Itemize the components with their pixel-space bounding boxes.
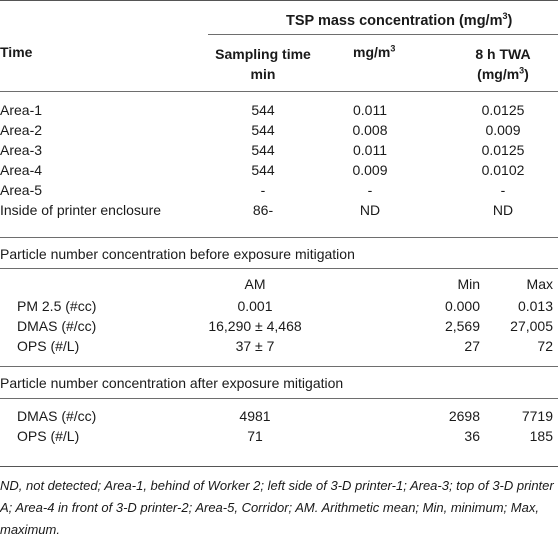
- tsp-cell-mg: 0.009: [352, 162, 388, 178]
- before-cell-max: 27,005: [510, 318, 553, 334]
- tsp-cell-time: Inside of printer enclosure: [0, 202, 162, 218]
- tsp-cell-twa: ND: [492, 202, 514, 218]
- tsp-cell-sampling: 544: [251, 122, 275, 138]
- tsp-cell-time: Area-2: [0, 122, 43, 138]
- tsp-cell-twa: -: [500, 182, 506, 198]
- before-cell-label: OPS (#/L): [17, 338, 80, 354]
- after-cell-label: DMAS (#/cc): [17, 408, 97, 424]
- col-twa-line2: (mg/m3): [448, 64, 558, 84]
- col-mg-text: mg/m: [353, 44, 391, 60]
- after-cell-max: 7719: [521, 408, 553, 424]
- before-cell-max: 72: [537, 338, 553, 354]
- tsp-group-title-end: ): [507, 13, 513, 29]
- tsp-cell-mg: 0.011: [353, 102, 387, 118]
- tsp-cell-mg: 0.008: [352, 122, 388, 138]
- col-time-header: Time: [0, 44, 33, 60]
- tsp-cell-twa: 0.0125: [481, 102, 525, 118]
- after-cell-min: 36: [464, 428, 480, 444]
- tsp-bottom-rule: [0, 237, 558, 238]
- before-col-max: Max: [526, 276, 553, 292]
- before-col-min: Min: [457, 276, 480, 292]
- before-cell-min: 27: [464, 338, 480, 354]
- header-bottom-rule: [0, 91, 558, 92]
- before-cell-max: 0.013: [517, 298, 553, 314]
- col-twa-line1: 8 h TWA: [475, 46, 531, 62]
- tsp-cell-twa: 0.0102: [481, 162, 525, 178]
- tsp-cell-time: Area-3: [0, 142, 43, 158]
- before-cell-am: 0.001: [237, 298, 273, 314]
- after-section-title: Particle number concentration after expo…: [0, 375, 344, 391]
- tsp-cell-mg: -: [367, 182, 373, 198]
- tsp-cell-sampling: 86-: [252, 202, 274, 218]
- tsp-cell-time: Area-4: [0, 162, 43, 178]
- before-cell-am: 37 ± 7: [235, 338, 275, 354]
- before-cell-min: 0.000: [444, 298, 480, 314]
- top-rule: [0, 0, 558, 1]
- tsp-cell-sampling: 544: [251, 102, 275, 118]
- tsp-cell-time: Area-1: [0, 102, 43, 118]
- tsp-cell-sampling: 544: [251, 162, 275, 178]
- col-twa-sup: 3: [519, 65, 525, 76]
- after-cell-max: 185: [529, 428, 553, 444]
- tsp-cell-mg: ND: [359, 202, 381, 218]
- tsp-cell-sampling: 544: [251, 142, 275, 158]
- before-cell-label: DMAS (#/cc): [17, 318, 97, 334]
- tsp-group-title-sup: 3: [502, 11, 508, 22]
- after-cell-am: 4981: [239, 408, 271, 424]
- before-col-am: AM: [244, 276, 266, 292]
- tsp-cell-twa: 0.0125: [481, 142, 525, 158]
- after-cell-min: 2698: [448, 408, 480, 424]
- before-cell-min: 2,569: [444, 318, 480, 334]
- tsp-group-header: TSP mass concentration (mg/m3): [286, 11, 513, 30]
- before-bottom-rule: [0, 366, 558, 367]
- tsp-cell-time: Area-5: [0, 182, 43, 198]
- col-twa-header: 8 h TWA (mg/m3): [448, 44, 558, 84]
- tsp-cell-mg: 0.011: [353, 142, 387, 158]
- after-cell-am: 71: [247, 428, 263, 444]
- col-sampling-line1: Sampling time: [215, 46, 311, 62]
- col-mg-header: mg/m3: [353, 44, 395, 61]
- col-sampling-line2: min: [250, 66, 276, 82]
- col-mg-sup: 3: [390, 43, 396, 54]
- col-twa-line2-text: (mg/m: [477, 66, 520, 82]
- before-cell-label: PM 2.5 (#cc): [17, 298, 97, 314]
- tsp-cell-twa: 0.009: [485, 122, 521, 138]
- before-title-rule: [0, 268, 558, 269]
- tsp-group-title: TSP mass concentration (mg/m: [286, 13, 503, 29]
- tsp-cell-sampling: -: [260, 182, 266, 198]
- before-cell-am: 16,290 ± 4,468: [208, 318, 302, 334]
- after-title-rule: [0, 398, 558, 399]
- table-footnote: ND, not detected; Area-1, behind of Work…: [0, 478, 554, 537]
- col-sampling-header: Sampling time min: [203, 44, 323, 84]
- before-section-title: Particle number concentration before exp…: [0, 246, 355, 262]
- col-twa-end: ): [524, 66, 529, 82]
- after-cell-label: OPS (#/L): [17, 428, 80, 444]
- table-bottom-rule: [0, 466, 558, 467]
- group-header-rule: [208, 34, 558, 35]
